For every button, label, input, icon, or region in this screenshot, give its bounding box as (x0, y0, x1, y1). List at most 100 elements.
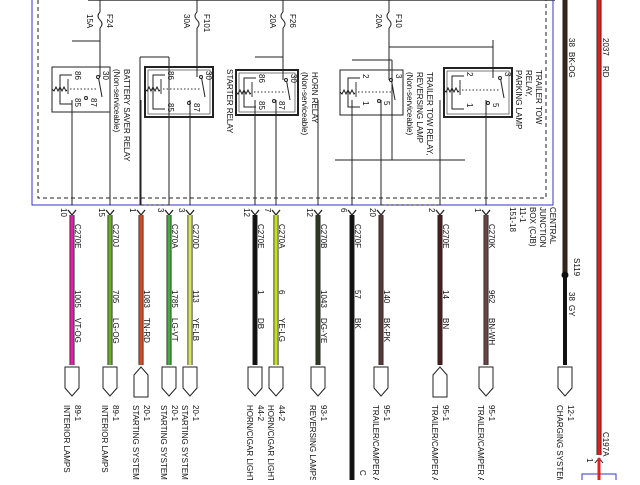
destination-label[interactable]: REVERSING LAMPS (308, 405, 317, 481)
relay-box (144, 66, 214, 118)
page-reference-connector-icon[interactable] (247, 366, 263, 397)
destination-label[interactable]: HORN/CIGAR LIGHTER (266, 405, 275, 485)
destination-label[interactable]: CHARGING SYSTEM (555, 405, 564, 484)
page-reference-connector-icon[interactable] (133, 366, 149, 398)
relay-pin-label: 5 (491, 103, 500, 108)
wire-color-code: RD (601, 66, 610, 78)
connector-arrow-icon (376, 209, 386, 217)
relay-title-line2: REVERSING LAMP (415, 72, 424, 143)
wire-color-code: BN-WH (487, 318, 496, 345)
page-reference-connector-icon[interactable] (432, 366, 448, 398)
fuse-rating: 15A (85, 14, 94, 29)
destination-label[interactable]: INTERIOR LAMPS (100, 405, 109, 473)
destination-page: 95-1 (382, 405, 391, 422)
coil-icon (144, 85, 162, 93)
connector-arrow-icon (136, 209, 146, 217)
junction-box-dashed-outline (37, 0, 547, 199)
wire-color-code: BK-OG (567, 52, 576, 78)
relay-pin-label: 5 (382, 101, 391, 106)
connector-arrow-icon (347, 209, 357, 217)
page-reference-connector-icon[interactable] (310, 366, 326, 397)
destination-label[interactable]: STARTING SYSTEM (159, 405, 168, 480)
relay-terminal (486, 101, 490, 105)
destination-page: 44-2 (256, 405, 265, 422)
page-reference-connector-icon[interactable] (478, 366, 494, 397)
relay-pin-label: 85 (257, 101, 266, 110)
connector-pin: 12 (305, 208, 314, 217)
junction-box-label: 11-1 (518, 207, 527, 223)
destination-label[interactable]: STARTING SYSTEM (180, 405, 189, 480)
connector-id: C270K (487, 224, 496, 249)
wire-circuit (310, 100, 326, 397)
connector-pin: 1 (585, 458, 594, 463)
destination-label[interactable]: TRAILER/CAMPER A (371, 405, 380, 483)
connector-arrow-icon (67, 209, 77, 217)
page-reference-connector-icon[interactable] (161, 366, 177, 397)
wire-color-code: YE-LG (277, 318, 286, 342)
circuit-number: 1083 (142, 290, 151, 308)
page-reference-connector-icon[interactable] (373, 366, 389, 397)
destination-label[interactable]: TRAILER/CAMPER A (430, 405, 439, 483)
relay-terminal (272, 99, 276, 103)
wire-color-code: LG-VT (170, 318, 179, 342)
relay-pin-label: 30 (204, 71, 213, 80)
relay-terminal (498, 76, 502, 80)
destination-label[interactable]: STARTING SYSTEM (131, 405, 140, 480)
page-reference-connector-icon[interactable] (557, 366, 573, 397)
page-reference-connector-icon[interactable] (64, 366, 80, 397)
relay-pin-label: 2 (361, 74, 370, 79)
wire-color-code: GY (567, 305, 576, 317)
connector-arrow-icon (271, 209, 281, 217)
relay-pin-label: 87 (89, 98, 98, 107)
relay-title-line2: RELAY, (524, 70, 533, 97)
destination-page: 20-1 (142, 405, 151, 422)
circuit-number: 962 (487, 290, 496, 304)
fuse-name: F10 (394, 14, 403, 28)
fuse-name: F101 (202, 14, 211, 33)
relay-note: PARKING LAMP (514, 70, 523, 129)
connector-pin: 6 (339, 208, 348, 213)
circuit-number: 1005 (73, 290, 82, 308)
circuit-number: 1 (256, 290, 265, 295)
connector-id: C270E (441, 224, 450, 248)
destination-page: 20-1 (191, 405, 200, 422)
relay (443, 67, 513, 118)
relay-terminal (96, 75, 100, 79)
page-reference-connector-icon[interactable] (102, 366, 118, 397)
wire-circuit (268, 100, 284, 397)
fuse-icon (97, 11, 103, 29)
relay-coil-lead (347, 77, 360, 108)
circuit-number: 57 (353, 290, 362, 299)
destination-label[interactable]: INTERIOR LAMPS (62, 405, 71, 473)
relay-pin-label: 87 (192, 103, 201, 112)
wire-color-code: BK (353, 318, 362, 329)
relay-pin-label: 1 (361, 101, 370, 106)
relay-pin-label: 3 (503, 72, 512, 77)
connector-arrow-icon (164, 209, 174, 217)
destination-label[interactable]: HORN/CIGAR LIGHTER (245, 405, 254, 485)
connector-id: C270B (319, 224, 328, 248)
wire-circuit (373, 100, 389, 397)
wire-circuit (478, 100, 494, 397)
destination-label[interactable]: TRAILER/CAMPER A (476, 405, 485, 483)
wire-color-code: LG-OG (111, 318, 120, 344)
relay-terminal (284, 78, 288, 82)
fuse-icon (194, 11, 200, 29)
relay-coil-lead (243, 77, 256, 108)
relay-pin-label: 87 (277, 101, 286, 110)
wire-circuit (133, 100, 149, 398)
destination-page: 95-1 (487, 405, 496, 422)
connector-id: C270J (111, 224, 120, 247)
destination-page: 89-1 (111, 405, 120, 422)
connector-arrow-icon (435, 209, 445, 217)
page-reference-connector-icon[interactable] (182, 366, 198, 397)
wire-color-code: BN (441, 318, 450, 329)
junction-box-label: JUNCTION (538, 207, 547, 248)
connector-id: C270A (170, 224, 179, 249)
relay-box (443, 67, 513, 118)
page-reference-connector-icon[interactable] (268, 366, 284, 397)
relay-title: TRAILER TOW RELAY, (425, 72, 434, 155)
destination-page: 12-1 (566, 405, 575, 422)
relay-pin-label: 30 (101, 71, 110, 80)
